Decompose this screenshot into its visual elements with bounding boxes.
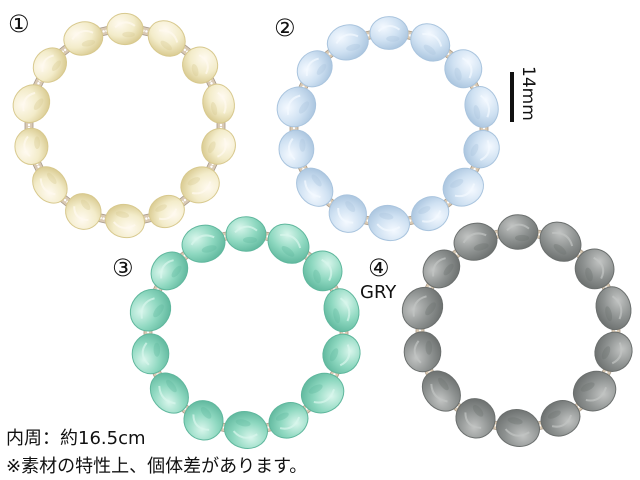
bead — [421, 370, 461, 412]
bead — [105, 203, 145, 239]
bead — [202, 83, 235, 124]
bead — [464, 85, 499, 128]
item-number-4: ④ — [368, 254, 390, 282]
bracelet-3 — [129, 216, 361, 449]
bead — [496, 409, 540, 447]
bead — [422, 249, 461, 289]
bead — [14, 127, 49, 165]
bead — [180, 166, 220, 204]
bead — [181, 224, 226, 263]
bead — [539, 221, 582, 262]
bead — [183, 400, 224, 441]
item-number-1: ① — [8, 10, 30, 38]
bracelet-4 — [401, 214, 633, 447]
bracelet-2 — [276, 16, 500, 242]
bead — [300, 372, 345, 414]
bead — [442, 167, 484, 207]
bead — [225, 216, 267, 252]
bead — [182, 46, 219, 84]
bead — [594, 331, 633, 372]
bead — [595, 286, 632, 331]
bead — [150, 251, 189, 291]
bead — [328, 194, 367, 233]
bead — [224, 411, 268, 449]
bead — [12, 84, 51, 123]
disclaimer-note: ※素材の特性上、個体差があります。 — [6, 456, 308, 477]
bead — [322, 333, 361, 374]
bead — [444, 49, 483, 89]
bead — [326, 24, 369, 61]
bead — [65, 193, 102, 230]
bead — [32, 47, 68, 83]
bead — [267, 223, 310, 264]
bead — [131, 333, 170, 375]
bead — [201, 128, 236, 165]
bead — [463, 129, 500, 169]
bead — [411, 196, 450, 232]
item-number-2: ② — [274, 14, 296, 42]
scale-label: 14mm — [518, 66, 538, 121]
bead — [278, 129, 315, 169]
item-number-3: ③ — [112, 254, 134, 282]
bead — [302, 250, 343, 292]
color-code-label: GRY — [360, 282, 397, 303]
bead — [63, 21, 104, 56]
bead — [540, 400, 581, 437]
bead — [296, 167, 334, 207]
inner-size-note: 内周：約16.5cm — [6, 428, 146, 449]
bead — [106, 12, 144, 46]
bead — [574, 248, 615, 290]
bead — [149, 372, 189, 414]
bead — [129, 288, 172, 332]
bead — [455, 398, 496, 439]
bead — [276, 86, 317, 128]
bead — [368, 204, 410, 242]
bead — [268, 402, 309, 439]
bead — [497, 214, 539, 250]
bead — [296, 50, 333, 88]
bead — [403, 331, 442, 373]
bead — [148, 194, 185, 229]
scale-bar — [510, 72, 514, 122]
bead — [147, 20, 186, 57]
bead — [572, 370, 617, 412]
bead — [410, 23, 451, 62]
bead — [453, 222, 498, 261]
bead — [323, 288, 360, 333]
bead — [32, 166, 68, 204]
bead — [401, 286, 444, 330]
bracelet-1 — [12, 12, 236, 239]
bead — [369, 16, 409, 50]
